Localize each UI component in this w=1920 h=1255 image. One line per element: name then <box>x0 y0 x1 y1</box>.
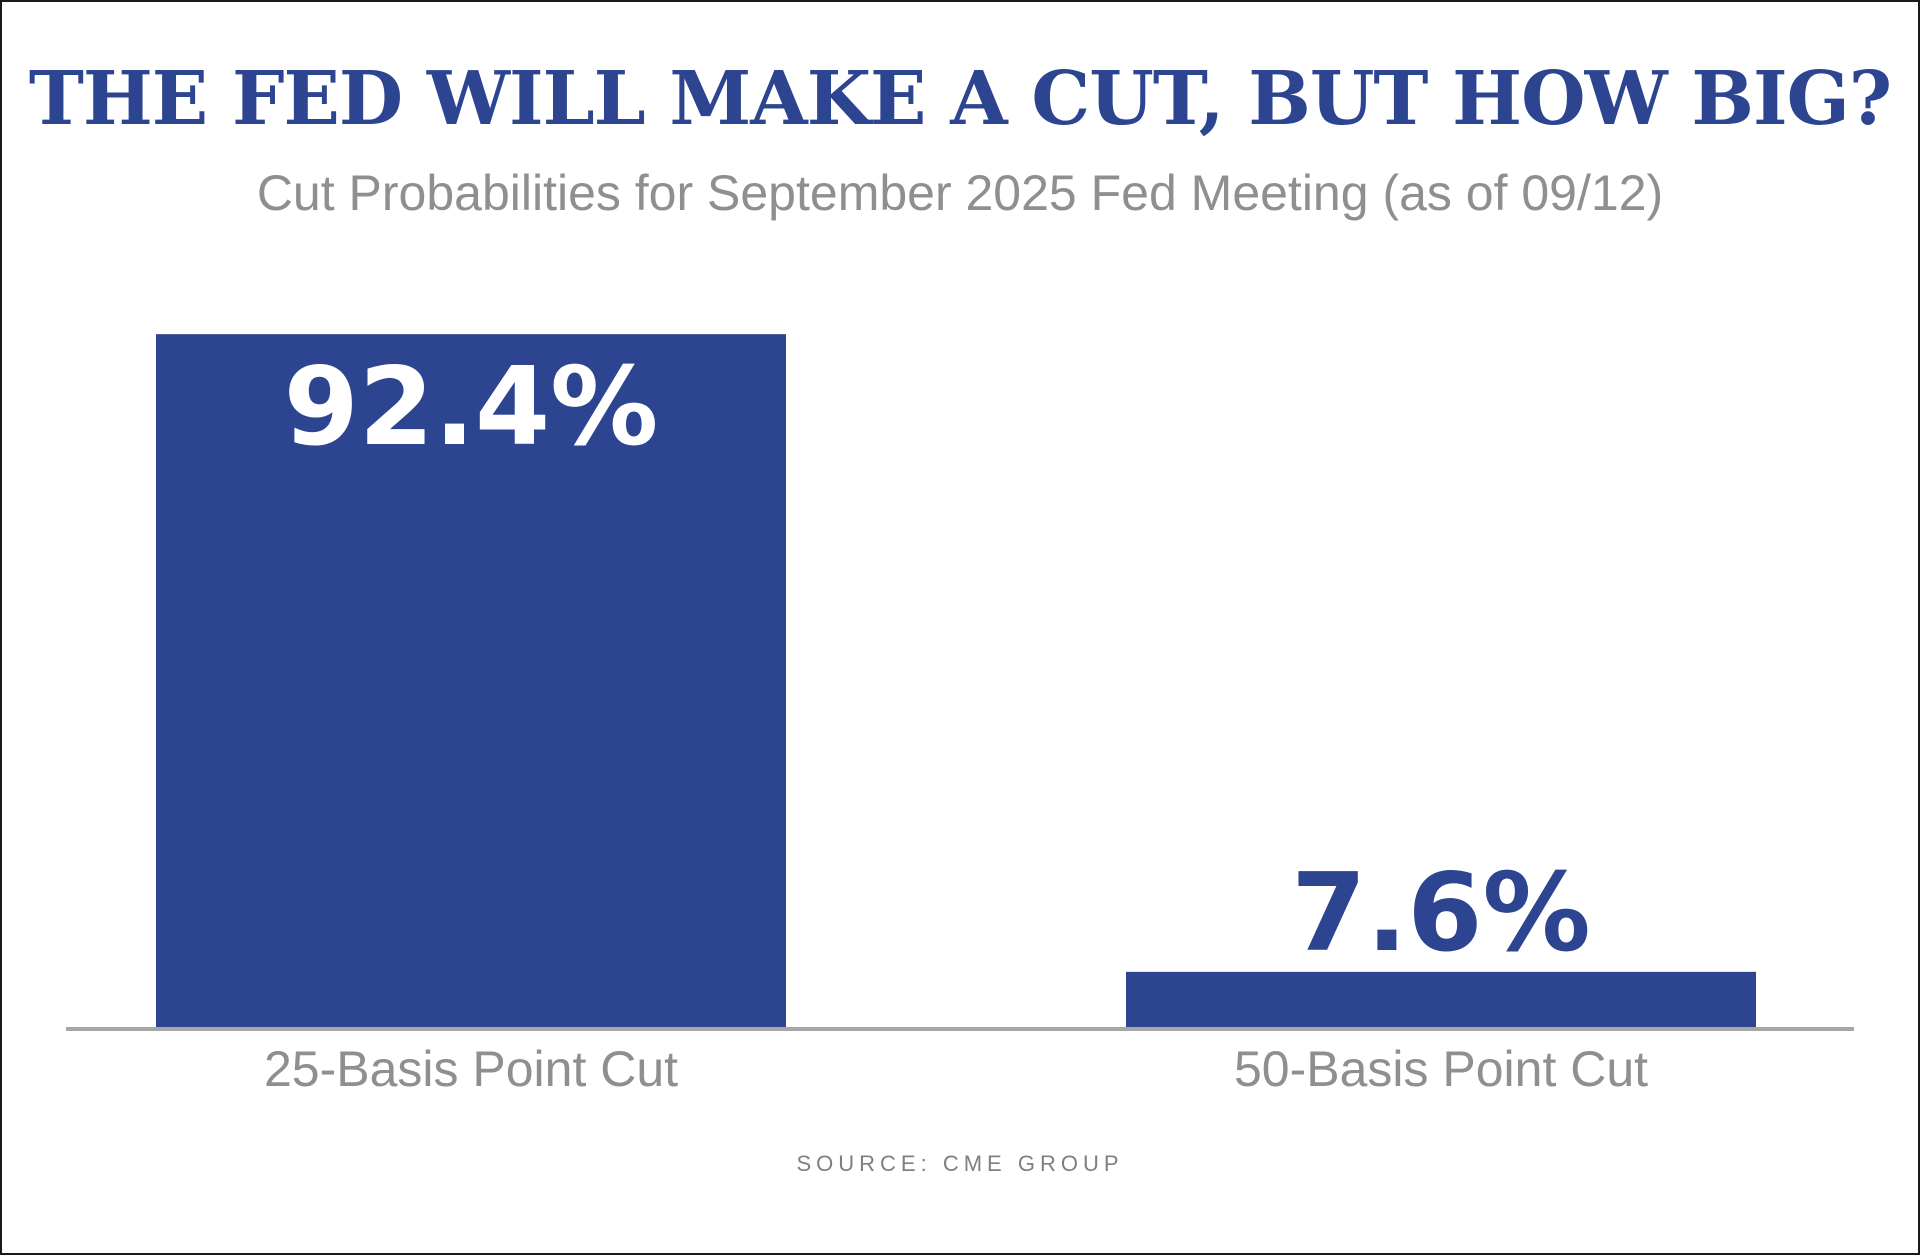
bar-value-label-2: 7.6% <box>1291 851 1591 976</box>
bar-1 <box>156 334 786 1030</box>
source-note: SOURCE: CME GROUP <box>796 1151 1124 1176</box>
bar-2 <box>1126 971 1756 1029</box>
bar-value-label-1: 92.4% <box>284 345 659 470</box>
chart-subtitle: Cut Probabilities for September 2025 Fed… <box>256 165 1664 221</box>
category-label-2: 50-Basis Point Cut <box>1234 1041 1648 1097</box>
category-label-1: 25-Basis Point Cut <box>264 1041 678 1097</box>
chart-title: THE FED WILL MAKE A CUT, BUT HOW BIG? <box>28 56 1892 142</box>
